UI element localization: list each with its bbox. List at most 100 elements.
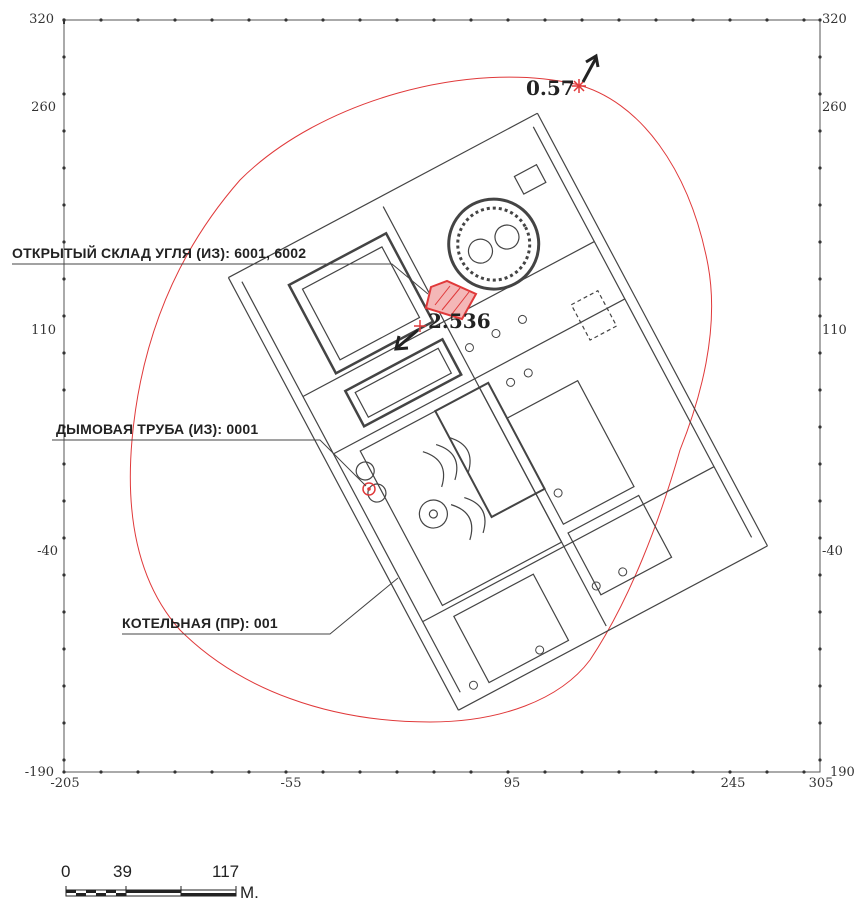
frame-tick-dot [173, 770, 177, 774]
frame-tick-dot [469, 770, 473, 774]
frame-tick-dot [62, 277, 66, 281]
frame-tick-dot [818, 610, 822, 614]
frame-tick-dot [818, 55, 822, 59]
scale-bar [65, 886, 237, 897]
x-tick-305: 305 [808, 776, 834, 791]
frame-tick-dot [62, 55, 66, 59]
frame-tick-dot [818, 721, 822, 725]
frame-tick-dot [99, 770, 103, 774]
frame-tick-dot [62, 314, 66, 318]
frame-tick-dot [506, 770, 510, 774]
coal-store-label: ОТКРЫТЫЙ СКЛАД УГЛЯ (ИЗ): 6001, 6002 [12, 245, 307, 261]
frame-tick-dot [62, 351, 66, 355]
frame-tick-dot [358, 770, 362, 774]
y-tick-right-neg40: -40 [822, 544, 843, 559]
frame-tick-dot [691, 770, 695, 774]
frame-tick-dot [818, 573, 822, 577]
frame-tick-dot [62, 166, 66, 170]
frame-tick-dot [818, 758, 822, 762]
frame-tick-dot [802, 18, 806, 22]
boiler-house-label: КОТЕЛЬНАЯ (ПР): 001 [122, 615, 278, 631]
y-tick-left-320: 320 [29, 12, 54, 27]
frame-tick-dot [506, 18, 510, 22]
frame-tick-dot [432, 18, 436, 22]
frame-tick-dot [818, 92, 822, 96]
scale-label-39: 39 [113, 862, 132, 881]
frame-tick-dot [818, 314, 822, 318]
frame-tick-dot [802, 770, 806, 774]
x-tick-neg55: -55 [280, 776, 302, 791]
frame-tick-dot [654, 18, 658, 22]
frame-tick-dot [543, 770, 547, 774]
frame-tick-dot [728, 770, 732, 774]
frame-tick-dot [654, 770, 658, 774]
frame-tick-dot [62, 462, 66, 466]
y-tick-right-110: 110 [822, 323, 847, 338]
frame-tick-dot [818, 203, 822, 207]
callout-leaders [12, 263, 429, 635]
frame-tick-dot [62, 388, 66, 392]
frame-tick-dot [818, 166, 822, 170]
frame-tick-dot [818, 536, 822, 540]
wind-arrow-up [581, 53, 600, 83]
frame-tick-dot [818, 647, 822, 651]
frame-tick-dot [62, 770, 66, 774]
frame-tick-dot [818, 684, 822, 688]
frame-tick-dot [321, 770, 325, 774]
frame-tick-dot [543, 18, 547, 22]
frame-tick-dot [284, 770, 288, 774]
scale-label-117: 117 [212, 862, 240, 881]
frame-tick-dot [617, 18, 621, 22]
x-tick-neg205: -205 [50, 776, 80, 791]
frame-tick-dot [62, 758, 66, 762]
frame-tick-dot [62, 684, 66, 688]
scale-label-0: 0 [61, 862, 71, 881]
y-tick-right-190: 190 [830, 765, 855, 780]
frame-tick-dot [818, 18, 822, 22]
frame-tick-dot [62, 92, 66, 96]
frame-tick-dot [136, 770, 140, 774]
x-tick-245: 245 [720, 776, 746, 791]
frame-tick-dot [247, 18, 251, 22]
frame-tick-dot [247, 770, 251, 774]
frame-tick-dot [62, 240, 66, 244]
x-tick-95: 95 [503, 776, 521, 791]
frame-tick-marks [62, 18, 822, 774]
frame-tick-dot [395, 18, 399, 22]
frame-tick-dot [765, 770, 769, 774]
y-tick-left-neg40: -40 [37, 544, 58, 559]
frame-tick-dot [62, 573, 66, 577]
frame-tick-dot [617, 770, 621, 774]
site-plan-drawing [227, 112, 768, 711]
frame-tick-dot [765, 18, 769, 22]
frame-tick-dot [210, 770, 214, 774]
frame-tick-dot [99, 18, 103, 22]
frame-tick-dot [62, 499, 66, 503]
frame-tick-dot [62, 647, 66, 651]
y-tick-left-neg190: -190 [24, 765, 54, 780]
frame-tick-dot [358, 18, 362, 22]
frame-tick-dot [691, 18, 695, 22]
frame-tick-dot [210, 18, 214, 22]
frame-tick-dot [469, 18, 473, 22]
frame-tick-dot [818, 277, 822, 281]
chimney-label: ДЫМОВАЯ ТРУБА (ИЗ): 0001 [56, 421, 259, 437]
y-tick-right-320: 320 [822, 12, 847, 27]
frame-tick-dot [62, 425, 66, 429]
scale-unit-label: М. [240, 883, 259, 902]
frame-tick-dot [818, 425, 822, 429]
frame-tick-dot [728, 18, 732, 22]
frame-tick-dot [580, 770, 584, 774]
frame-tick-dot [432, 770, 436, 774]
frame-tick-dot [321, 18, 325, 22]
frame-tick-dot [818, 388, 822, 392]
map-frame [63, 19, 821, 773]
boundary-point-marker [572, 79, 586, 93]
chimney-source [362, 482, 376, 496]
coal-store-source [424, 279, 478, 321]
frame-tick-dot [818, 351, 822, 355]
y-tick-right-260: 260 [822, 100, 847, 115]
frame-tick-dot [62, 129, 66, 133]
boundary-value-label: 0.57 [526, 76, 575, 100]
